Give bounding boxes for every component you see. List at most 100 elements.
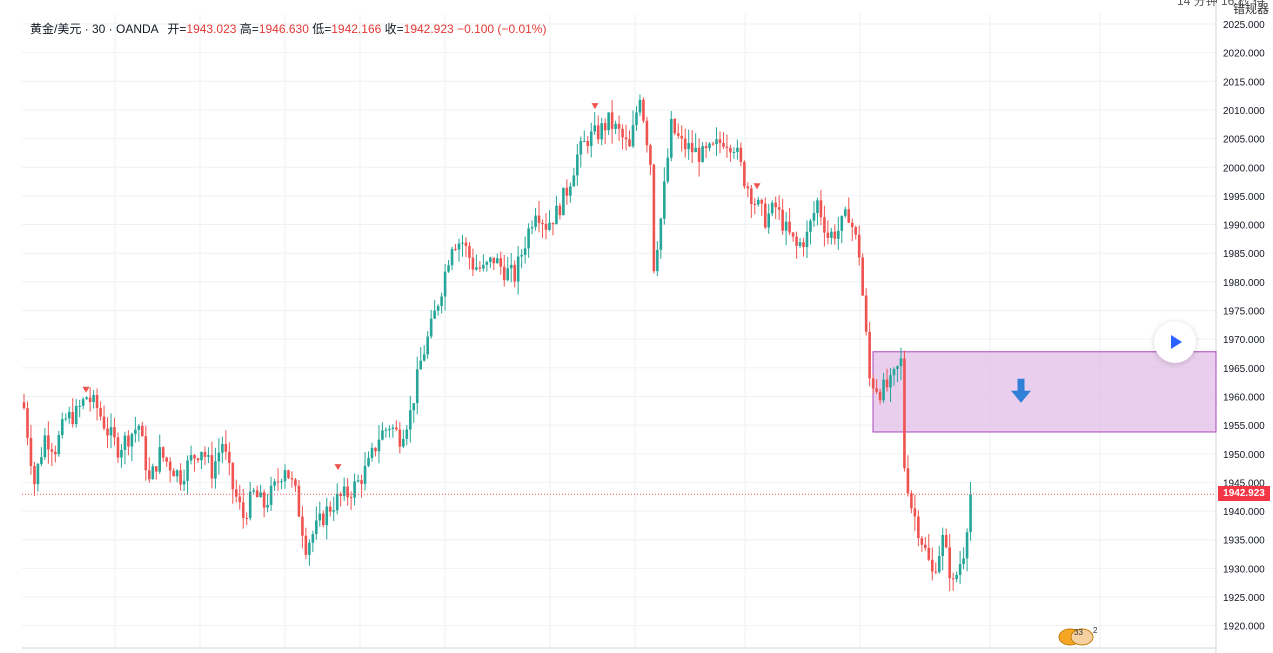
candle-body	[342, 486, 346, 496]
candle-body	[530, 227, 534, 229]
candle-body	[882, 379, 885, 401]
y-tick-label: 1930.000	[1223, 564, 1265, 575]
candle-body	[346, 486, 349, 498]
legend-low: 1942.166	[331, 22, 382, 36]
candle-body	[572, 175, 576, 187]
candle-body	[99, 407, 102, 417]
candle-body	[426, 336, 429, 355]
candle-body	[805, 231, 809, 248]
candle-body	[864, 295, 868, 332]
play-button[interactable]	[1154, 321, 1196, 363]
candle-body	[419, 360, 423, 370]
candle-body	[182, 480, 186, 485]
candle-body	[826, 232, 830, 238]
y-tick-label: 1940.000	[1223, 507, 1265, 518]
y-tick-label: 2010.000	[1223, 106, 1265, 117]
candle-body	[930, 559, 934, 572]
candle-body	[499, 258, 503, 267]
candle-body	[252, 490, 255, 492]
candle-body	[106, 428, 109, 436]
candle-body	[910, 493, 913, 509]
legend-open: 1943.023	[186, 22, 237, 36]
candle-body	[273, 481, 276, 486]
candle-body	[78, 405, 81, 407]
candle-body	[290, 478, 294, 480]
candle-body	[697, 147, 701, 162]
play-icon	[1171, 335, 1182, 349]
supply-zone	[872, 351, 1217, 433]
candle-body	[673, 118, 677, 134]
candle-body	[297, 485, 301, 517]
candle-body	[607, 112, 610, 131]
candle-body	[558, 205, 562, 216]
candle-body	[363, 465, 367, 484]
candle-body	[750, 188, 753, 204]
flag-badge-icon[interactable]: 33 2	[1058, 626, 1100, 646]
candle-body	[461, 242, 464, 244]
candle-body	[269, 485, 273, 505]
candle-body	[332, 510, 336, 512]
candle-body	[489, 257, 492, 262]
candle-body	[770, 202, 774, 214]
y-tick-label: 1920.000	[1223, 622, 1265, 633]
candle-body	[649, 145, 652, 165]
candle-body	[85, 397, 88, 400]
candle-body	[436, 306, 440, 311]
legend-symbol[interactable]: 黄金/美元 · 30 · OANDA	[30, 22, 159, 36]
candle-body	[471, 257, 475, 270]
y-tick-label: 1925.000	[1223, 593, 1265, 604]
candle-body	[896, 366, 899, 370]
candle-body	[774, 202, 777, 208]
candle-body	[969, 494, 972, 533]
candle-body	[784, 221, 788, 231]
countdown-text: 14 分钟 16 秒 待	[1176, 0, 1265, 8]
candle-body	[899, 358, 903, 367]
candle-body	[579, 141, 583, 155]
candle-body	[743, 161, 746, 187]
candle-body	[610, 112, 614, 129]
candle-body	[537, 215, 541, 224]
candle-body	[241, 502, 245, 518]
candle-body	[562, 187, 565, 216]
candle-body	[36, 463, 40, 485]
candle-body	[830, 231, 833, 238]
candle-body	[638, 99, 642, 113]
candle-body	[701, 146, 704, 162]
candle-body	[711, 143, 715, 145]
candle-body	[203, 451, 207, 457]
fractal-marker	[591, 103, 599, 110]
candle-body	[551, 222, 555, 225]
candle-body	[555, 205, 558, 225]
candle-body	[367, 457, 370, 466]
candle-body	[283, 470, 287, 482]
candle-body	[33, 466, 36, 485]
candle-body	[193, 455, 196, 459]
candle-body	[47, 435, 50, 450]
candle-body	[523, 248, 527, 255]
candle-body	[301, 516, 304, 536]
candle-body	[374, 447, 377, 452]
legend-close-label: 收=	[384, 22, 404, 36]
y-tick-label: 1955.000	[1223, 421, 1265, 432]
candle-body	[262, 492, 266, 508]
candle-body	[683, 138, 687, 150]
candle-body	[321, 513, 325, 526]
candle-body	[388, 428, 391, 430]
candle-body	[475, 267, 478, 270]
candle-body	[868, 331, 871, 379]
candle-body	[635, 112, 638, 126]
candle-body	[593, 125, 597, 132]
candle-body	[308, 542, 311, 555]
candle-body	[715, 139, 718, 145]
candle-body	[161, 447, 165, 458]
candle-body	[913, 508, 917, 517]
candle-body	[454, 248, 457, 250]
candle-body	[920, 538, 924, 545]
candle-body	[569, 186, 572, 196]
candle-body	[457, 243, 461, 250]
candle-body	[54, 451, 57, 455]
candle-body	[628, 139, 631, 147]
candle-body	[172, 470, 175, 477]
candle-body	[812, 212, 816, 221]
